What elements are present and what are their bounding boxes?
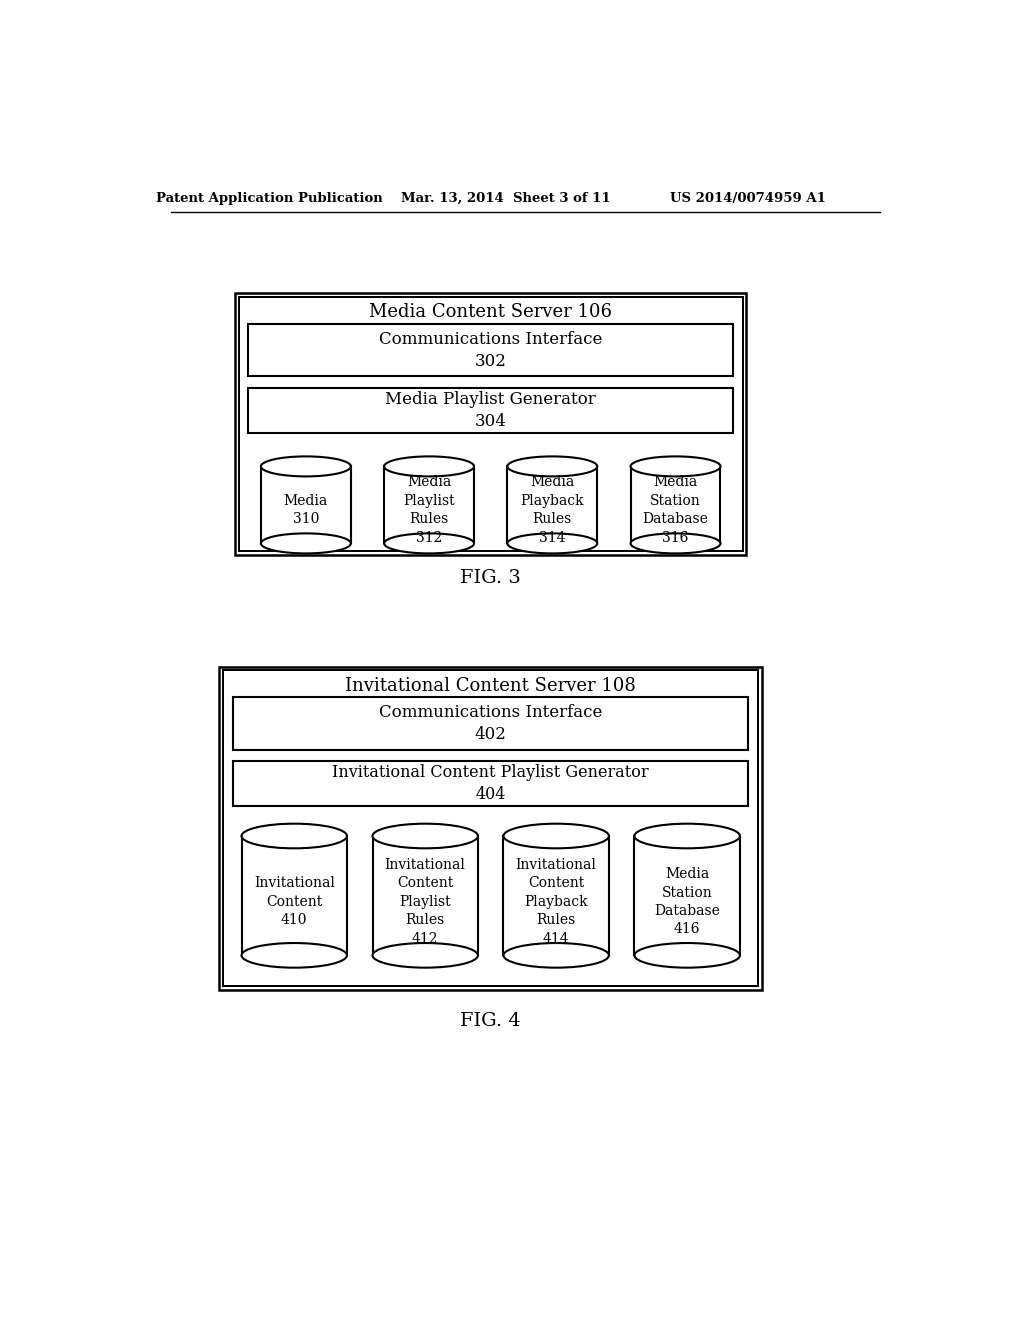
Bar [239,297,742,552]
Text: FIG. 4: FIG. 4 [461,1012,521,1030]
Text: Mar. 13, 2014  Sheet 3 of 11: Mar. 13, 2014 Sheet 3 of 11 [400,191,610,205]
Bar [635,836,740,956]
Bar [384,466,474,544]
Bar [234,293,746,554]
Ellipse shape [631,457,721,477]
Ellipse shape [635,824,740,849]
Bar [261,466,351,544]
Text: Media
310: Media 310 [284,494,328,527]
Ellipse shape [384,457,474,477]
Text: Media Playlist Generator
304: Media Playlist Generator 304 [385,391,596,430]
Ellipse shape [507,533,597,553]
Ellipse shape [384,533,474,553]
Text: US 2014/0074959 A1: US 2014/0074959 A1 [670,191,826,205]
Bar [507,466,597,544]
Ellipse shape [373,824,478,849]
Text: Invitational
Content
Playlist
Rules
412: Invitational Content Playlist Rules 412 [385,858,466,945]
Text: Communications Interface
302: Communications Interface 302 [379,330,602,370]
Text: Media Content Server 106: Media Content Server 106 [370,304,612,321]
Bar [233,762,748,807]
Text: Media
Playback
Rules
314: Media Playback Rules 314 [520,475,584,545]
Ellipse shape [635,942,740,968]
Bar [373,836,478,956]
Text: FIG. 3: FIG. 3 [460,569,521,587]
Ellipse shape [504,824,609,849]
Text: Media
Station
Database
416: Media Station Database 416 [654,867,720,936]
Text: Invitational
Content
410: Invitational Content 410 [254,876,335,927]
Bar [233,697,748,750]
Text: Invitational Content Playlist Generator
404: Invitational Content Playlist Generator … [333,764,649,804]
Bar [242,836,347,956]
Ellipse shape [373,942,478,968]
Text: Invitational Content Server 108: Invitational Content Server 108 [345,677,636,694]
Ellipse shape [242,942,347,968]
Text: Media
Station
Database
316: Media Station Database 316 [643,475,709,545]
Ellipse shape [261,457,351,477]
Bar [248,323,733,376]
Ellipse shape [504,942,609,968]
Text: Invitational
Content
Playback
Rules
414: Invitational Content Playback Rules 414 [516,858,597,945]
Bar [504,836,609,956]
Bar [631,466,721,544]
Bar [248,388,733,433]
Ellipse shape [242,824,347,849]
Text: Communications Interface
402: Communications Interface 402 [379,704,602,743]
Text: Media
Playlist
Rules
312: Media Playlist Rules 312 [403,475,455,545]
Ellipse shape [507,457,597,477]
Bar [223,671,758,986]
Bar [219,667,762,990]
Text: Patent Application Publication: Patent Application Publication [156,191,382,205]
Ellipse shape [261,533,351,553]
Ellipse shape [631,533,721,553]
